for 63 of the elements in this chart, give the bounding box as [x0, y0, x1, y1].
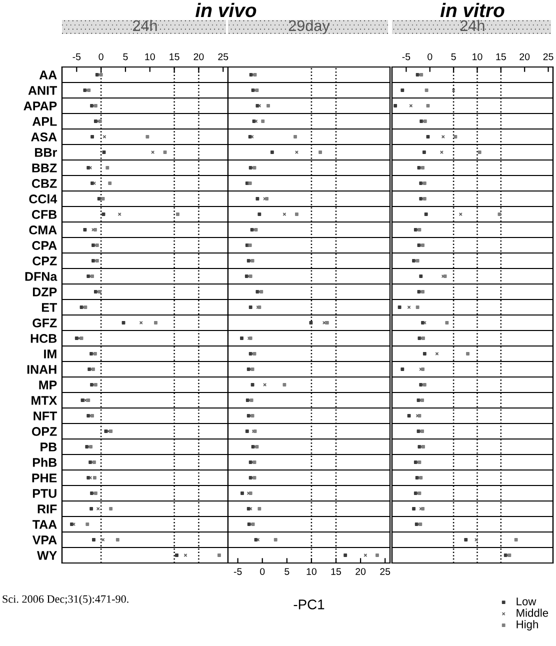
y-tick-label: ANIT — [28, 86, 58, 95]
y-tick-label: WY — [37, 551, 57, 560]
x2-tick-label: 10 — [472, 53, 482, 60]
y-tick-label: PTU — [32, 489, 56, 498]
x2-tick-label: -5 — [72, 53, 81, 60]
y-tick-label: APAP — [24, 102, 57, 110]
chart-title: in vitro — [440, 2, 504, 18]
x2-tick-label: 15 — [170, 53, 180, 60]
y-tick-label: PB — [40, 442, 57, 452]
y-tick-label: DZP — [32, 288, 57, 296]
x2-tick-label: 20 — [520, 53, 530, 60]
x-tick-label: 25 — [380, 568, 390, 575]
y-tick-label: IM — [44, 350, 56, 358]
y-tick-label: CPZ — [32, 256, 57, 266]
x-tick-label: 10 — [306, 568, 316, 575]
y-tick-label: NFT — [34, 412, 58, 420]
legend-label: Low — [516, 598, 536, 606]
y-tick-label: PhB — [32, 458, 57, 467]
y-tick-label: INAH — [27, 365, 56, 374]
y-tick-label: MTX — [32, 396, 58, 405]
chart-subtitle: 29day — [288, 20, 330, 34]
y-tick-label: PHE — [32, 474, 57, 482]
x-tick-label: 15 — [331, 568, 341, 575]
y-tick-label: CBZ — [32, 179, 57, 188]
y-tick-label: CMA — [29, 226, 57, 234]
x-tick-label: 0 — [260, 568, 265, 575]
x-axis-title: -PC1 — [294, 600, 324, 610]
y-tick-label: BBZ — [32, 164, 57, 172]
y-tick-label: MP — [39, 380, 57, 390]
y-tick-label: OPZ — [32, 427, 57, 436]
x2-tick-label: 25 — [218, 53, 228, 60]
chart-title: in vivo — [196, 2, 256, 18]
x2-tick-label: 0 — [98, 53, 104, 60]
y-tick-label: DFNa — [25, 272, 58, 281]
y-tick-label: CCl4 — [29, 194, 58, 204]
y-tick-label: VPA — [32, 536, 57, 544]
chart-subtitle: 24h — [133, 20, 157, 31]
x2-tick-label: 15 — [496, 53, 506, 60]
x-tick-label: -5 — [234, 568, 242, 575]
text: Sci. 2006 Dec;31(5):471-90. — [2, 594, 128, 606]
chart-subtitle: 24h — [460, 20, 484, 31]
x2-tick-label: 10 — [145, 53, 155, 60]
x2-tick-label: 0 — [428, 53, 432, 60]
y-tick-label: ASA — [31, 132, 57, 142]
y-tick-label: CFB — [32, 210, 57, 219]
x2-tick-label: 5 — [451, 53, 456, 60]
y-tick-label: BBr — [35, 148, 57, 157]
y-tick-label: APL — [32, 117, 57, 126]
x-tick-label: 20 — [356, 568, 366, 575]
legend-label: High — [516, 620, 538, 630]
y-tick-label: ET — [42, 303, 58, 312]
y-tick-label: GFZ — [32, 318, 57, 328]
x2-tick-label: 20 — [194, 53, 204, 60]
legend-label: Middle — [516, 608, 548, 617]
y-tick-label: TAA — [32, 520, 57, 529]
y-tick-label: CPA — [32, 241, 57, 250]
x2-tick-label: 5 — [123, 53, 128, 60]
y-tick-label: AA — [39, 70, 57, 80]
x2-tick-label: -5 — [402, 53, 410, 60]
x2-tick-label: 25 — [543, 53, 554, 60]
x-tick-label: 5 — [284, 568, 290, 575]
y-tick-label: RIF — [38, 504, 57, 514]
y-tick-label: HCB — [30, 334, 57, 343]
